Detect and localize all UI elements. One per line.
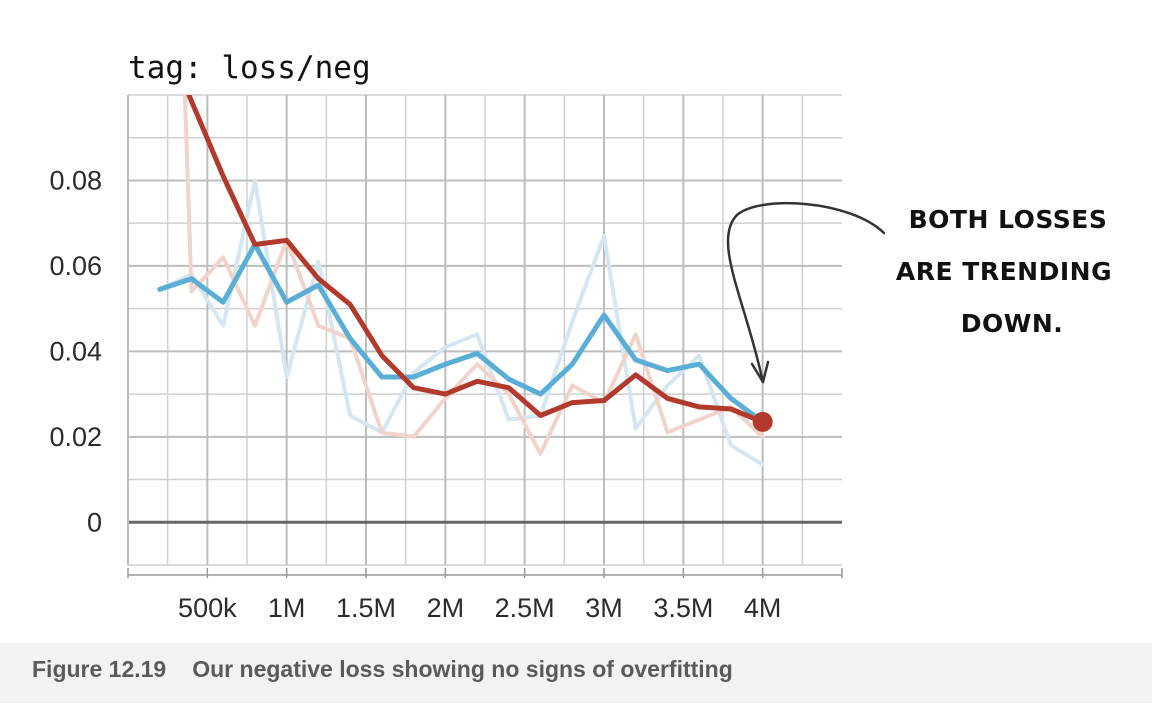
x-tick-label: 3M	[585, 593, 623, 623]
figure-caption-text: Our negative loss showing no signs of ov…	[192, 656, 733, 682]
chart-title: tag: loss/neg	[128, 50, 371, 86]
x-tick-label: 4M	[744, 593, 782, 623]
series-line-2	[182, 95, 765, 456]
annotation-line-1: BOTH LOSSES	[909, 205, 1108, 234]
x-tick-label: 1M	[268, 593, 306, 623]
x-tick-label: 1.5M	[336, 593, 396, 623]
annotation-line-2: ARE TRENDING	[896, 257, 1112, 286]
series-layer	[157, 95, 766, 467]
annotation-arrowhead	[750, 360, 770, 384]
series-line-3	[157, 242, 766, 425]
endpoint-marker	[752, 411, 773, 432]
x-tick-label: 2M	[427, 593, 465, 623]
x-tick-label: 3.5M	[653, 593, 713, 623]
y-tick-label: 0.04	[49, 336, 102, 366]
annotation-arrow	[726, 201, 886, 380]
grid	[127, 94, 843, 578]
figure-number: Figure 12.19	[32, 656, 167, 682]
caption-bar	[0, 643, 1152, 703]
annotation-line-3: DOWN.	[961, 309, 1064, 338]
tick-labels: 500k 1M 1.5M 2M 2.5M 3M 3.5M 4M 0 0.02 0.04 0.06 0.0…	[49, 165, 781, 623]
x-tick-label: 500k	[178, 593, 237, 623]
series-line-4	[186, 95, 766, 425]
x-tick-label: 2.5M	[495, 593, 555, 623]
annotation: BOTH LOSSES ARE TRENDING DOWN.	[726, 201, 1112, 384]
y-tick-label: 0.08	[49, 165, 102, 195]
y-tick-label: 0.06	[49, 251, 102, 281]
y-tick-label: 0	[87, 507, 102, 537]
y-tick-label: 0.02	[49, 422, 102, 452]
figure-caption: Figure 12.19 Our negative loss showing no…	[32, 656, 733, 683]
